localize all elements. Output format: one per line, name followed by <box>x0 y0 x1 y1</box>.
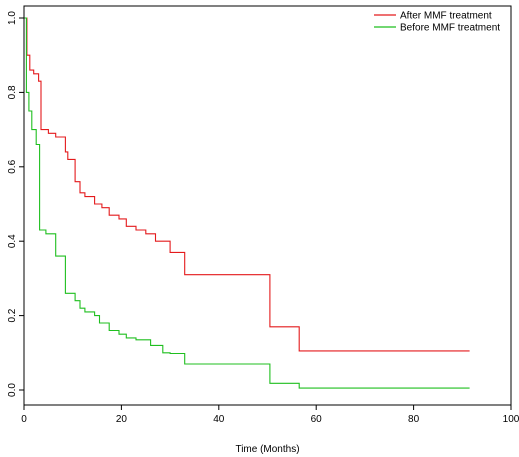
x-tick-label: 80 <box>408 414 420 425</box>
curve-layer <box>24 17 470 389</box>
y-tick-label: 0.0 <box>7 383 18 397</box>
y-tick-label: 0.4 <box>7 234 18 248</box>
x-tick-label: 60 <box>311 414 323 425</box>
x-axis: 0 20 40 60 80 100 <box>21 405 519 425</box>
y-tick-label: 0.6 <box>7 159 18 173</box>
x-tick-label: 20 <box>116 414 128 425</box>
series-line-after-mmf <box>24 17 470 352</box>
y-tick-label: 0.8 <box>7 85 18 99</box>
series-line-before-mmf <box>24 17 470 389</box>
y-tick-label: 1.0 <box>7 11 18 25</box>
x-tick-label: 40 <box>213 414 225 425</box>
plot-frame <box>23 5 512 406</box>
legend-label: After MMF treatment <box>400 11 492 22</box>
x-axis-title: Time (Months) <box>235 444 299 455</box>
y-tick-label: 0.2 <box>7 308 18 322</box>
x-tick-label: 100 <box>503 414 519 425</box>
x-tick-label: 0 <box>21 414 27 425</box>
legend-label: Before MMF treatment <box>400 23 500 34</box>
y-axis: 0.0 0.2 0.4 0.6 0.8 1.0 <box>7 11 24 397</box>
